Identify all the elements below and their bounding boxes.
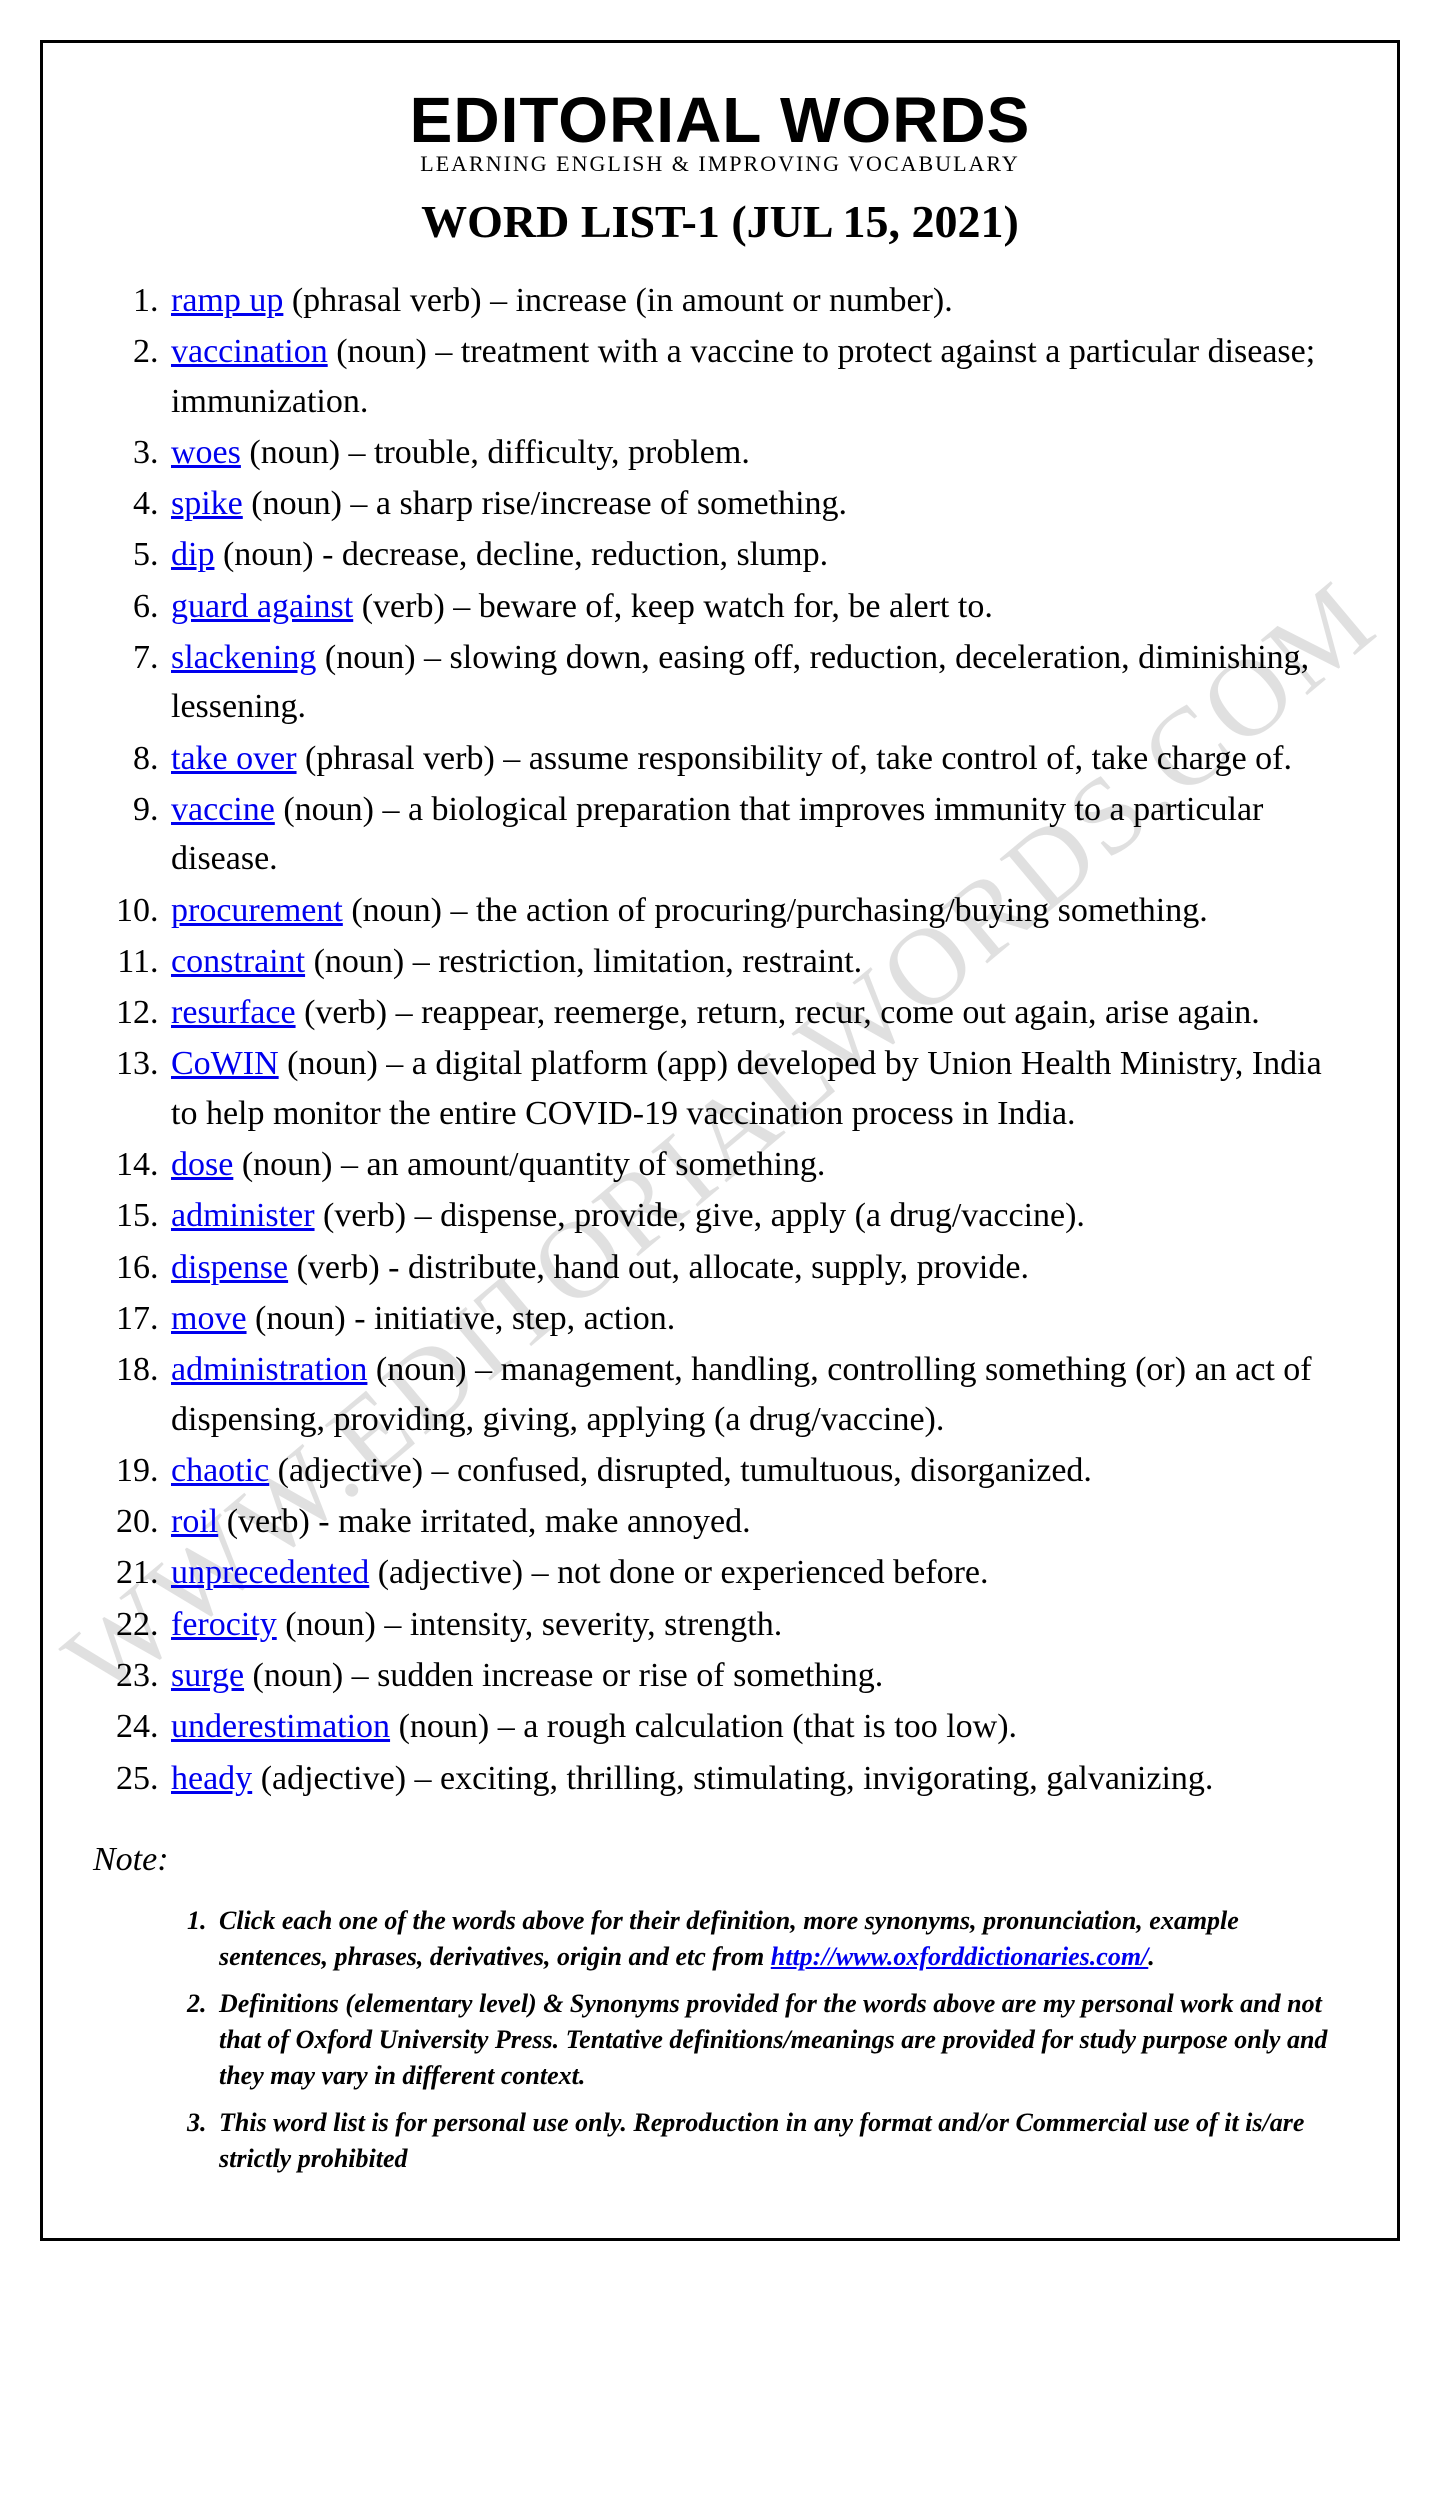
word-term-link[interactable]: CoWIN — [171, 1045, 279, 1082]
word-definition: (phrasal verb) – increase (in amount or … — [283, 282, 952, 319]
word-definition: (verb) – dispense, provide, give, apply … — [315, 1197, 1085, 1234]
word-item: dip (noun) - decrease, decline, reductio… — [167, 530, 1347, 579]
word-term-link[interactable]: ramp up — [171, 282, 283, 319]
word-definition: (verb) - distribute, hand out, allocate,… — [288, 1249, 1029, 1286]
word-definition: (noun) – a sharp rise/increase of someth… — [243, 485, 847, 522]
word-definition: (adjective) – confused, disrupted, tumul… — [269, 1452, 1092, 1489]
list-title: WORD LIST-1 (JUL 15, 2021) — [93, 195, 1347, 248]
note-text: Definitions (elementary level) & Synonym… — [219, 1989, 1327, 2091]
word-item: chaotic (adjective) – confused, disrupte… — [167, 1446, 1347, 1495]
note-link[interactable]: http://www.oxforddictionaries.com/ — [771, 1942, 1149, 1971]
word-term-link[interactable]: unprecedented — [171, 1554, 369, 1591]
word-item: vaccination (noun) – treatment with a va… — [167, 327, 1347, 426]
word-term-link[interactable]: underestimation — [171, 1708, 390, 1745]
word-definition: (noun) – treatment with a vaccine to pro… — [171, 333, 1315, 419]
brand-title: EDITORIAL WORDS — [93, 83, 1347, 157]
word-term-link[interactable]: heady — [171, 1760, 252, 1797]
word-definition: (noun) – a biological preparation that i… — [171, 791, 1263, 877]
word-definition: (noun) – a digital platform (app) develo… — [171, 1045, 1322, 1131]
word-definition: (adjective) – exciting, thrilling, stimu… — [252, 1760, 1213, 1797]
word-item: administer (verb) – dispense, provide, g… — [167, 1191, 1347, 1240]
word-definition: (noun) – intensity, severity, strength. — [277, 1606, 783, 1643]
note-text-post: . — [1148, 1942, 1155, 1971]
note-text: This word list is for personal use only.… — [219, 2108, 1304, 2173]
word-term-link[interactable]: vaccine — [171, 791, 275, 828]
word-term-link[interactable]: resurface — [171, 994, 296, 1031]
word-definition: (noun) – the action of procuring/purchas… — [343, 892, 1208, 929]
word-term-link[interactable]: take over — [171, 740, 297, 777]
word-item: guard against (verb) – beware of, keep w… — [167, 582, 1347, 631]
word-definition: (adjective) – not done or experienced be… — [369, 1554, 988, 1591]
word-item: CoWIN (noun) – a digital platform (app) … — [167, 1039, 1347, 1138]
word-term-link[interactable]: spike — [171, 485, 243, 522]
word-term-link[interactable]: administer — [171, 1197, 315, 1234]
word-item: procurement (noun) – the action of procu… — [167, 886, 1347, 935]
notes-list: Click each one of the words above for th… — [113, 1903, 1347, 2178]
word-item: ramp up (phrasal verb) – increase (in am… — [167, 276, 1347, 325]
word-definition: (noun) - decrease, decline, reduction, s… — [214, 536, 828, 573]
word-term-link[interactable]: vaccination — [171, 333, 328, 370]
word-definition: (phrasal verb) – assume responsibility o… — [297, 740, 1292, 777]
word-item: dispense (verb) - distribute, hand out, … — [167, 1243, 1347, 1292]
word-definition: (verb) – beware of, keep watch for, be a… — [353, 588, 993, 625]
word-term-link[interactable]: roil — [171, 1503, 218, 1540]
word-term-link[interactable]: surge — [171, 1657, 244, 1694]
word-item: constraint (noun) – restriction, limitat… — [167, 937, 1347, 986]
word-list: ramp up (phrasal verb) – increase (in am… — [111, 276, 1347, 1803]
word-definition: (noun) – a rough calculation (that is to… — [390, 1708, 1017, 1745]
word-term-link[interactable]: slackening — [171, 639, 316, 676]
document-page: WWW.EDITORIALWORDS.COM EDITORIAL WORDS L… — [40, 40, 1400, 2241]
word-term-link[interactable]: dip — [171, 536, 214, 573]
word-definition: (noun) – restriction, limitation, restra… — [305, 943, 862, 980]
word-term-link[interactable]: guard against — [171, 588, 353, 625]
word-term-link[interactable]: woes — [171, 434, 241, 471]
word-definition: (verb) – reappear, reemerge, return, rec… — [296, 994, 1260, 1031]
word-definition: (noun) – trouble, difficulty, problem. — [241, 434, 750, 471]
word-item: administration (noun) – management, hand… — [167, 1345, 1347, 1444]
word-term-link[interactable]: dose — [171, 1146, 233, 1183]
word-item: underestimation (noun) – a rough calcula… — [167, 1702, 1347, 1751]
word-term-link[interactable]: procurement — [171, 892, 343, 929]
note-item: Definitions (elementary level) & Synonym… — [213, 1986, 1347, 2095]
word-item: dose (noun) – an amount/quantity of some… — [167, 1140, 1347, 1189]
note-label: Note: — [93, 1841, 1347, 1879]
page-content: EDITORIAL WORDS LEARNING ENGLISH & IMPRO… — [93, 83, 1347, 2178]
word-term-link[interactable]: move — [171, 1300, 247, 1337]
word-term-link[interactable]: dispense — [171, 1249, 288, 1286]
brand-subtitle: LEARNING ENGLISH & IMPROVING VOCABULARY — [93, 151, 1347, 177]
word-definition: (noun) – sudden increase or rise of some… — [244, 1657, 883, 1694]
word-definition: (noun) – slowing down, easing off, reduc… — [171, 639, 1309, 725]
word-item: woes (noun) – trouble, difficulty, probl… — [167, 428, 1347, 477]
word-item: resurface (verb) – reappear, reemerge, r… — [167, 988, 1347, 1037]
word-definition: (noun) – an amount/quantity of something… — [233, 1146, 825, 1183]
word-definition: (verb) - make irritated, make annoyed. — [218, 1503, 750, 1540]
word-item: surge (noun) – sudden increase or rise o… — [167, 1651, 1347, 1700]
word-item: slackening (noun) – slowing down, easing… — [167, 633, 1347, 732]
note-item: This word list is for personal use only.… — [213, 2105, 1347, 2178]
word-item: vaccine (noun) – a biological preparatio… — [167, 785, 1347, 884]
word-term-link[interactable]: administration — [171, 1351, 367, 1388]
word-item: ferocity (noun) – intensity, severity, s… — [167, 1600, 1347, 1649]
word-item: unprecedented (adjective) – not done or … — [167, 1548, 1347, 1597]
note-item: Click each one of the words above for th… — [213, 1903, 1347, 1976]
word-term-link[interactable]: constraint — [171, 943, 305, 980]
word-item: move (noun) - initiative, step, action. — [167, 1294, 1347, 1343]
word-definition: (noun) - initiative, step, action. — [247, 1300, 676, 1337]
word-item: heady (adjective) – exciting, thrilling,… — [167, 1754, 1347, 1803]
word-term-link[interactable]: chaotic — [171, 1452, 269, 1489]
word-item: spike (noun) – a sharp rise/increase of … — [167, 479, 1347, 528]
word-term-link[interactable]: ferocity — [171, 1606, 277, 1643]
word-item: roil (verb) - make irritated, make annoy… — [167, 1497, 1347, 1546]
word-item: take over (phrasal verb) – assume respon… — [167, 734, 1347, 783]
